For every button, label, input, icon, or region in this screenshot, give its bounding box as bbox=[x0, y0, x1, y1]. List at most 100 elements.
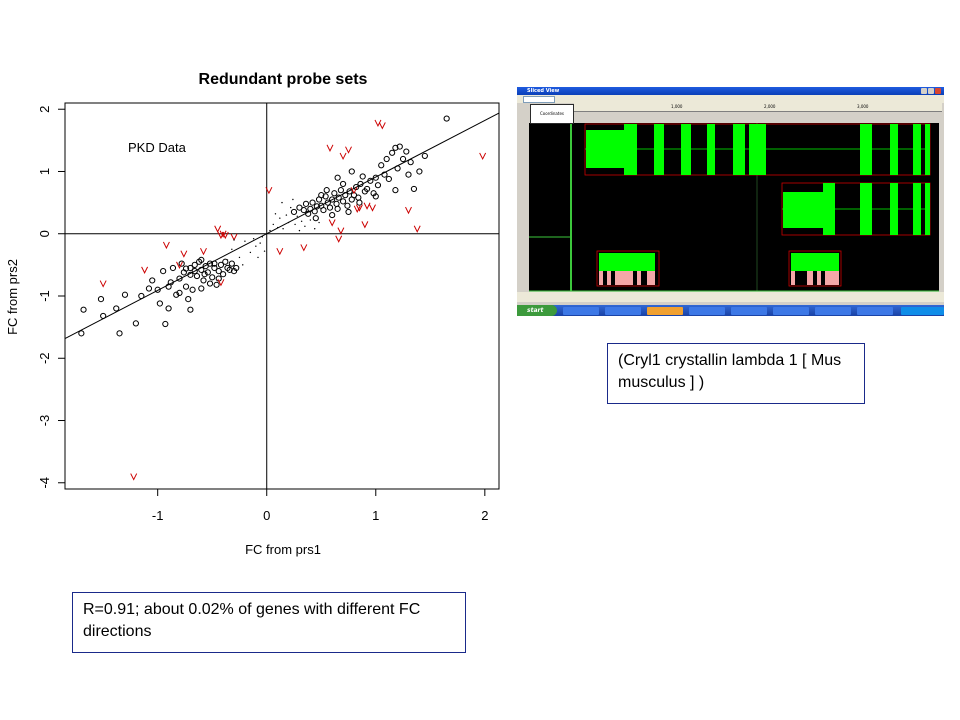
data-point-small bbox=[252, 238, 255, 240]
data-point-small bbox=[231, 248, 233, 251]
data-point bbox=[200, 277, 207, 284]
data-point bbox=[302, 200, 310, 207]
data-point bbox=[356, 199, 363, 206]
data-point bbox=[220, 271, 227, 278]
data-point bbox=[78, 330, 85, 337]
data-point-small bbox=[290, 206, 292, 209]
data-point bbox=[169, 264, 177, 272]
data-point bbox=[160, 267, 167, 275]
data-point-outlier bbox=[405, 206, 412, 215]
y-tick-label: 2 bbox=[37, 106, 52, 113]
data-point-outlier bbox=[345, 146, 352, 154]
data-point bbox=[407, 159, 414, 166]
data-point bbox=[198, 256, 205, 263]
data-point bbox=[156, 300, 163, 307]
data-point bbox=[344, 202, 351, 209]
data-point-outlier bbox=[361, 221, 369, 229]
sliced-view-toolbar bbox=[517, 95, 944, 103]
data-point-outlier bbox=[413, 225, 421, 233]
data-point-outlier bbox=[328, 219, 336, 227]
regression-line bbox=[64, 112, 500, 339]
minimize-icon[interactable] bbox=[921, 88, 927, 94]
data-point-small bbox=[300, 220, 303, 222]
position-field[interactable] bbox=[523, 96, 555, 103]
data-point bbox=[389, 149, 396, 156]
taskbar-item[interactable] bbox=[731, 307, 767, 315]
data-point-outlier bbox=[353, 205, 361, 213]
data-point bbox=[329, 211, 336, 219]
data-point bbox=[326, 204, 334, 211]
data-point bbox=[215, 267, 222, 275]
data-point-small bbox=[226, 259, 229, 261]
taskbar-item[interactable] bbox=[857, 307, 893, 315]
data-point-outlier bbox=[369, 204, 376, 212]
taskbar-item[interactable] bbox=[689, 307, 725, 315]
data-point bbox=[378, 162, 385, 169]
ruler-tick: 1,000 bbox=[671, 104, 683, 109]
data-point-outlier bbox=[335, 235, 343, 243]
data-point bbox=[206, 260, 214, 267]
data-point bbox=[311, 208, 318, 215]
data-point bbox=[201, 271, 208, 278]
data-point bbox=[421, 152, 428, 160]
data-point-small bbox=[257, 256, 259, 259]
maximize-icon[interactable] bbox=[928, 88, 934, 94]
data-point bbox=[217, 261, 225, 268]
data-point bbox=[191, 261, 198, 268]
data-point-small bbox=[318, 221, 320, 224]
data-point bbox=[443, 115, 450, 122]
data-point-small bbox=[249, 251, 252, 254]
data-point bbox=[204, 269, 211, 276]
data-point-outlier bbox=[326, 144, 334, 152]
data-point bbox=[211, 264, 218, 272]
y-tick-label: -2 bbox=[37, 352, 52, 364]
data-point-small bbox=[314, 228, 316, 230]
data-point bbox=[80, 306, 87, 313]
data-point bbox=[383, 155, 390, 163]
data-point bbox=[100, 312, 107, 320]
taskbar-item[interactable] bbox=[605, 307, 641, 315]
start-button[interactable]: start bbox=[517, 305, 557, 316]
data-point bbox=[331, 190, 338, 197]
data-point bbox=[399, 155, 407, 163]
data-point bbox=[372, 174, 379, 181]
taskbar bbox=[517, 305, 944, 316]
taskbar-item[interactable] bbox=[647, 307, 683, 315]
data-point-outlier bbox=[99, 280, 107, 288]
data-point bbox=[113, 305, 120, 312]
data-point bbox=[187, 306, 194, 313]
gene-note: (Cryl1 crystallin lambda 1 [ Mus musculu… bbox=[607, 343, 865, 404]
data-point-small bbox=[296, 215, 298, 218]
data-point bbox=[211, 260, 218, 267]
x-tick-label: 1 bbox=[372, 508, 379, 523]
taskbar-item[interactable] bbox=[815, 307, 851, 315]
x-tick-label: 2 bbox=[481, 508, 488, 523]
data-point bbox=[342, 192, 349, 199]
data-point bbox=[357, 180, 364, 188]
data-point-outlier bbox=[337, 227, 345, 235]
taskbar-item[interactable] bbox=[563, 307, 599, 315]
data-point bbox=[209, 274, 216, 281]
y-tick-label: -4 bbox=[37, 477, 52, 489]
data-point bbox=[345, 208, 352, 216]
data-point bbox=[226, 266, 233, 273]
x-tick-label: 0 bbox=[263, 508, 270, 523]
data-point bbox=[392, 144, 399, 151]
data-point bbox=[394, 165, 401, 172]
data-point bbox=[410, 185, 418, 193]
data-point bbox=[381, 171, 388, 178]
data-point-outlier bbox=[300, 244, 308, 252]
data-point bbox=[189, 286, 196, 293]
data-point bbox=[322, 193, 329, 200]
y-axis-label: FC from prs2 bbox=[5, 259, 20, 335]
data-point bbox=[367, 177, 374, 184]
data-point bbox=[149, 277, 156, 284]
ruler-tick: 3,000 bbox=[857, 104, 869, 109]
data-point bbox=[359, 173, 366, 180]
data-point-outlier bbox=[217, 279, 225, 287]
coordinates-button[interactable]: Coordinates bbox=[530, 104, 574, 124]
data-point bbox=[337, 187, 344, 194]
data-point-outlier bbox=[355, 204, 363, 212]
taskbar-item[interactable] bbox=[773, 307, 809, 315]
close-icon[interactable] bbox=[935, 88, 941, 94]
